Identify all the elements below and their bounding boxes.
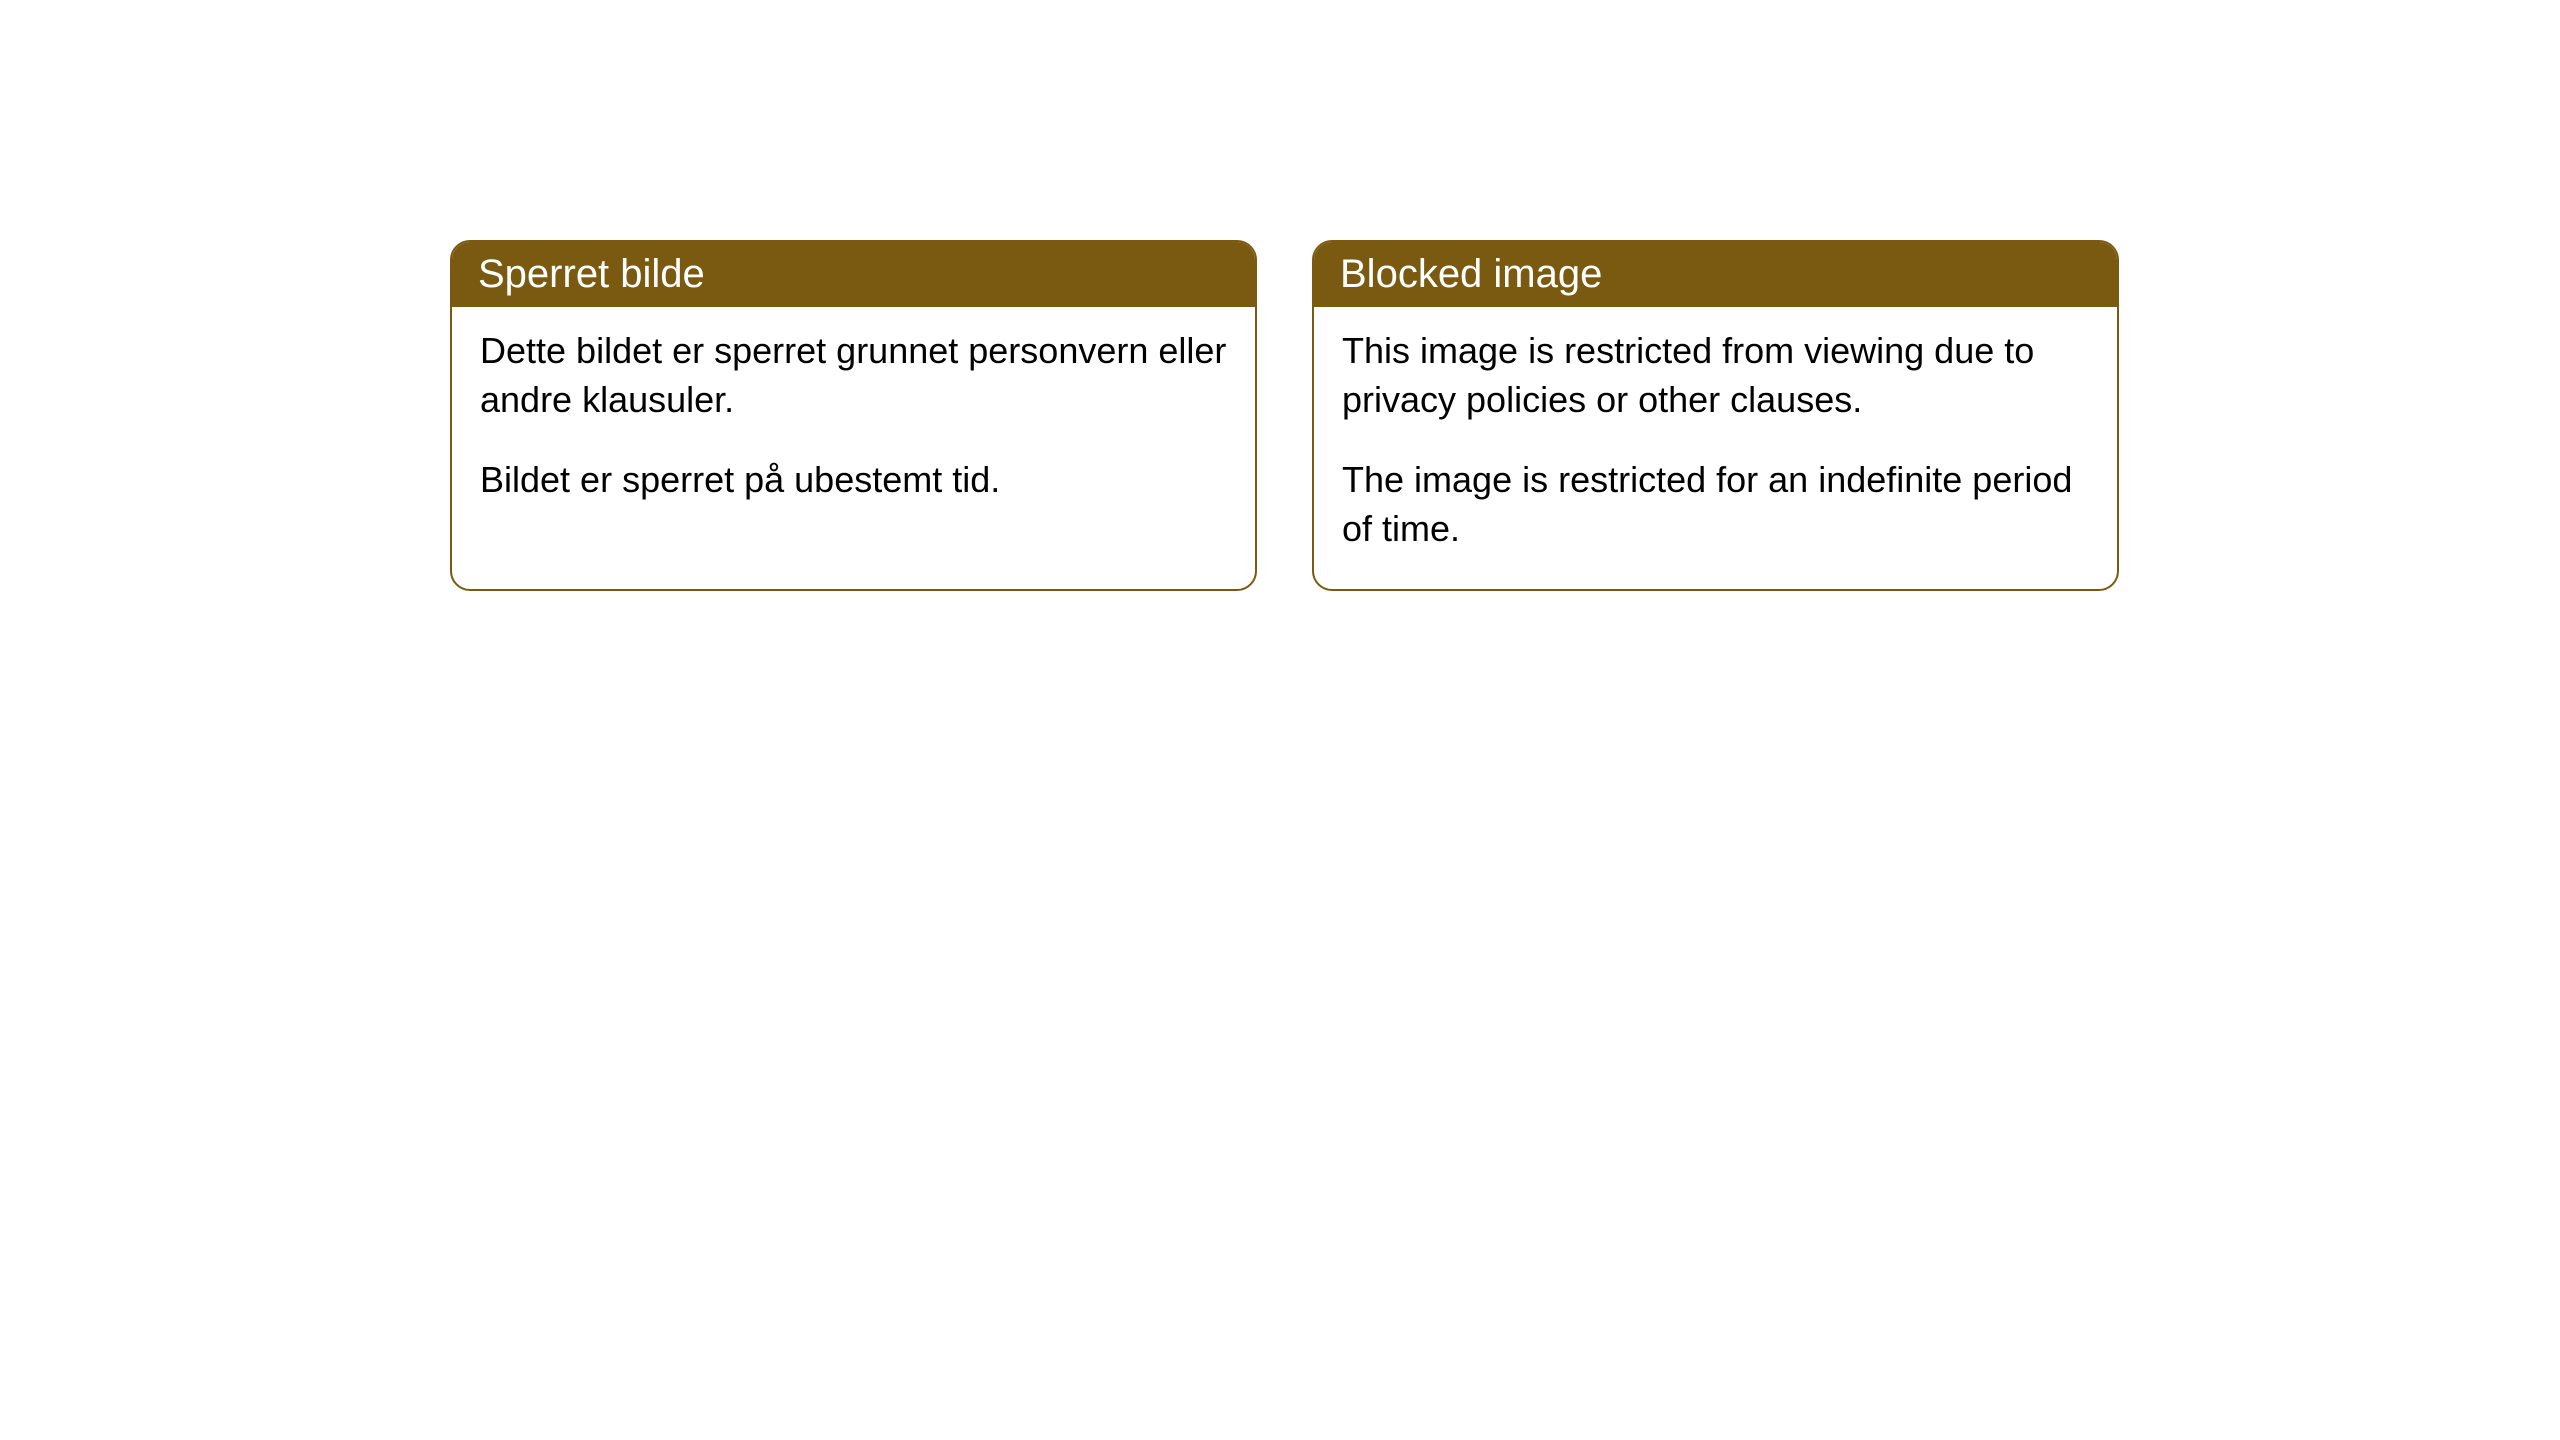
card-paragraph: This image is restricted from viewing du… [1342, 327, 2089, 424]
card-paragraph: The image is restricted for an indefinit… [1342, 456, 2089, 553]
card-body: Dette bildet er sperret grunnet personve… [452, 307, 1255, 541]
cards-container: Sperret bilde Dette bildet er sperret gr… [0, 0, 2560, 591]
card-paragraph: Dette bildet er sperret grunnet personve… [480, 327, 1227, 424]
card-paragraph: Bildet er sperret på ubestemt tid. [480, 456, 1227, 505]
card-body: This image is restricted from viewing du… [1314, 307, 2117, 589]
card-header: Sperret bilde [452, 242, 1255, 307]
blocked-image-card-en: Blocked image This image is restricted f… [1312, 240, 2119, 591]
card-header: Blocked image [1314, 242, 2117, 307]
card-title: Sperret bilde [478, 252, 705, 296]
card-title: Blocked image [1340, 252, 1602, 296]
blocked-image-card-no: Sperret bilde Dette bildet er sperret gr… [450, 240, 1257, 591]
